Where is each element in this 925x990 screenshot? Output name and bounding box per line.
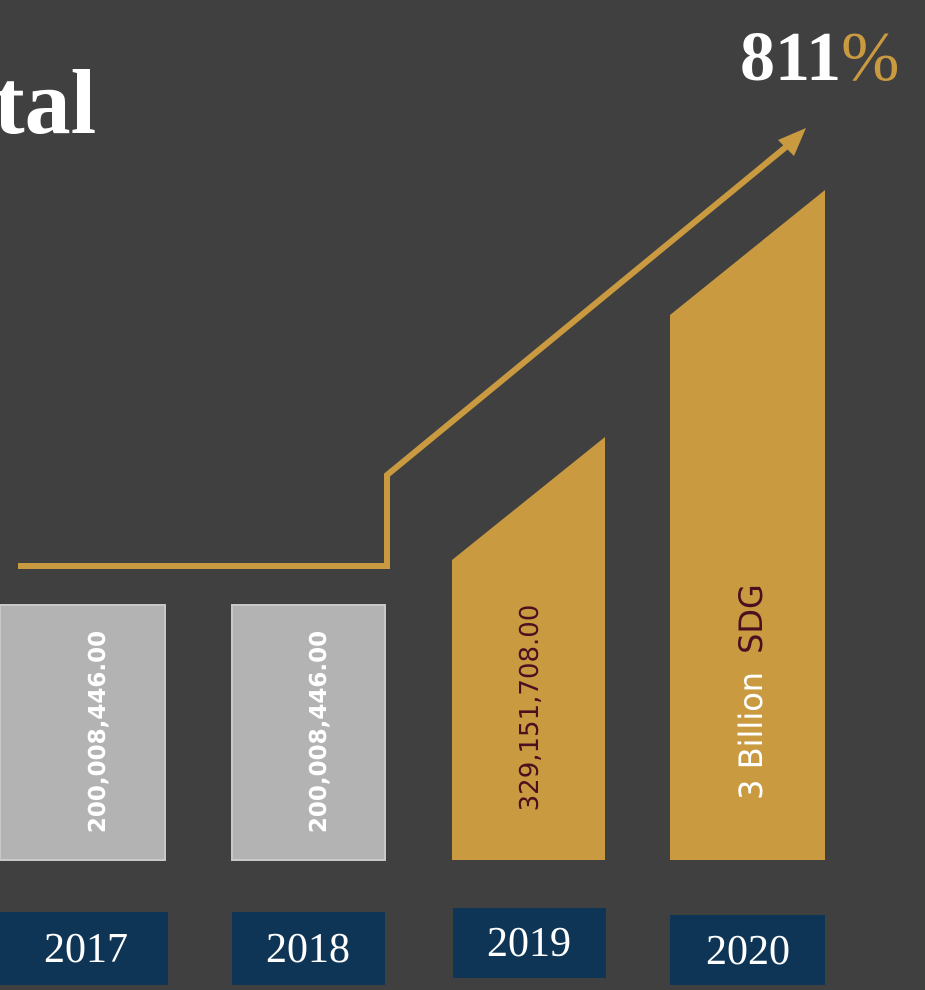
title: tal	[0, 51, 96, 153]
year-box	[453, 908, 606, 978]
bar-label: 3 Billion SDG	[732, 584, 770, 800]
growth-figure: 811%	[740, 19, 899, 96]
arrow-head	[778, 128, 806, 156]
growth-unit: %	[841, 19, 899, 96]
year-label: 2019	[487, 920, 571, 966]
year-label: 2017	[44, 926, 128, 972]
bar	[670, 190, 825, 860]
bar-label: 200,008,446.00	[306, 631, 332, 833]
year-box	[670, 915, 825, 985]
bar-unit: SDG	[732, 584, 770, 654]
bar-label: 329,151,708.00	[515, 605, 545, 812]
year-box	[232, 912, 385, 985]
growth-line	[18, 139, 794, 569]
year-label: 2018	[266, 926, 350, 972]
year-box	[0, 912, 168, 985]
bar	[0, 604, 166, 861]
bar-amount: 3 Billion	[732, 672, 770, 800]
bar	[452, 437, 605, 860]
growth-value: 811	[740, 19, 841, 96]
bar-label: 200,008,446.00	[85, 631, 111, 833]
year-label: 2020	[706, 928, 790, 974]
bar	[231, 604, 386, 861]
